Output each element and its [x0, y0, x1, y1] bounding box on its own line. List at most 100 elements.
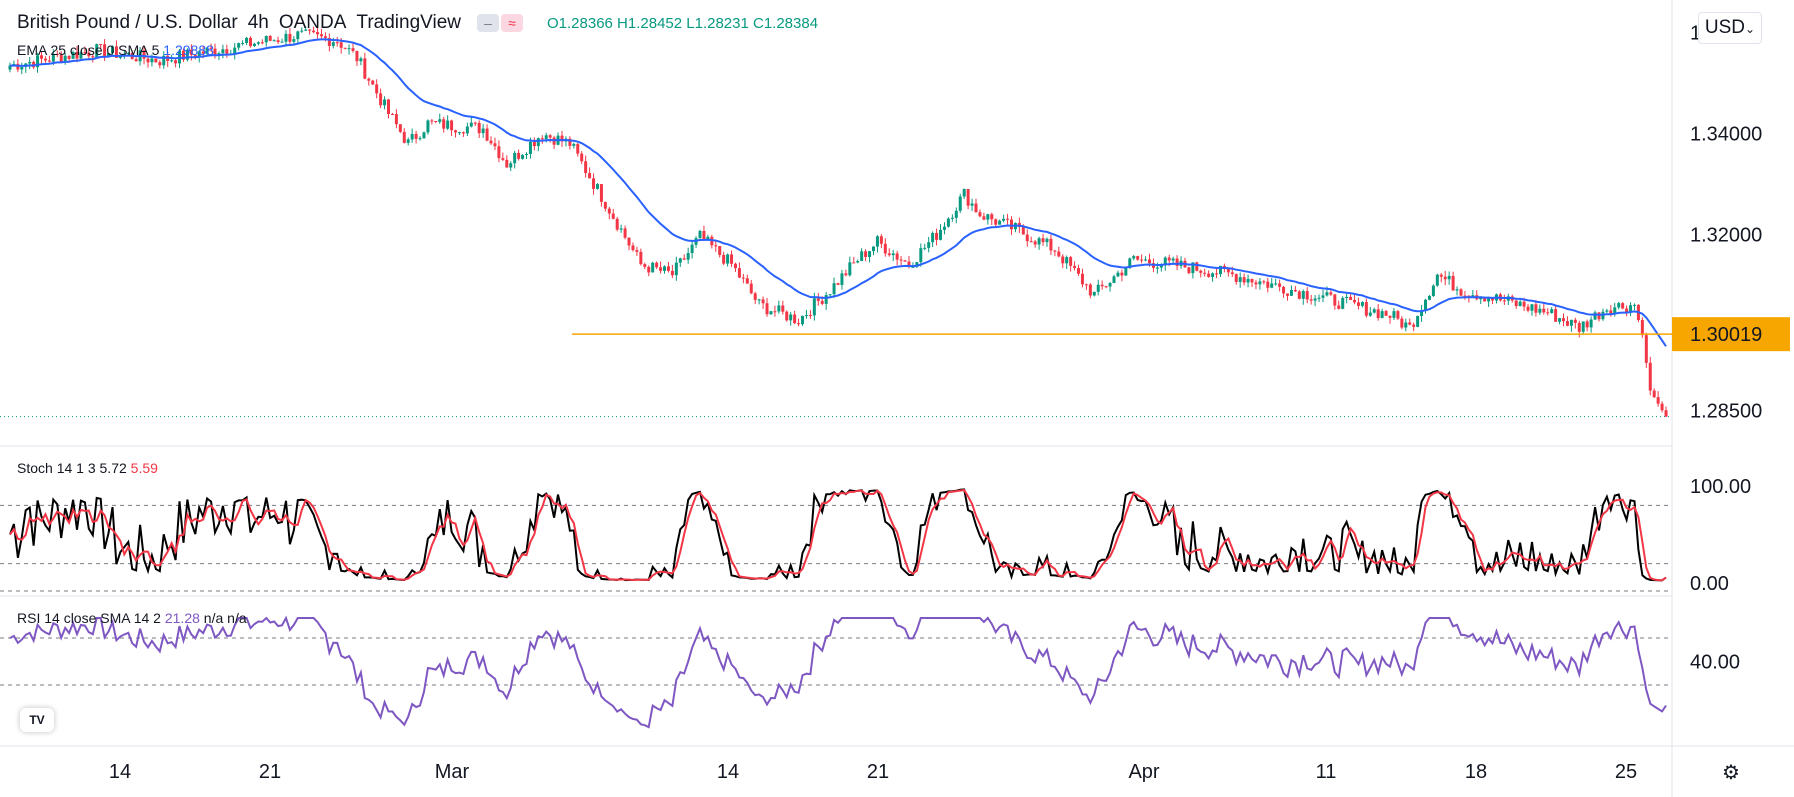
candle-body — [521, 155, 525, 159]
candle-body — [422, 132, 426, 139]
candle-body — [1562, 318, 1566, 322]
candle-body — [252, 43, 256, 47]
candle-body — [1061, 256, 1065, 264]
time-tick-label: Apr — [1128, 761, 1159, 783]
candle-body — [383, 99, 387, 106]
candle-body — [1297, 291, 1301, 299]
candle-body — [442, 119, 446, 129]
candle-body — [205, 47, 209, 54]
candle-body — [1301, 291, 1305, 299]
candle-body — [1345, 296, 1349, 299]
candle-body — [1006, 218, 1010, 220]
stoch-legend[interactable]: Stoch 14 1 3 5.72 5.59 — [17, 460, 158, 476]
candle-body — [891, 253, 895, 256]
candle-body — [122, 54, 126, 56]
candle-body — [737, 268, 741, 278]
candle-body — [1593, 312, 1597, 320]
candle-body — [1033, 241, 1037, 245]
candle-body — [454, 130, 458, 133]
candle-body — [682, 258, 686, 260]
candle-body — [1569, 319, 1573, 326]
candle-body — [998, 220, 1002, 225]
time-tick-label: 11 — [1316, 761, 1337, 783]
candle-body — [402, 131, 406, 143]
candle-body — [627, 237, 631, 246]
candle-body — [1538, 308, 1542, 313]
candle-body — [824, 295, 828, 304]
candle-body — [1502, 300, 1506, 302]
candle-body — [1463, 295, 1467, 297]
candle-body — [63, 55, 67, 63]
minus-icon[interactable]: – — [476, 14, 499, 32]
candle-body — [1565, 321, 1569, 326]
currency-button[interactable]: USD⌄ — [1698, 12, 1762, 44]
candle-body — [146, 58, 150, 63]
candle-body — [1069, 257, 1073, 266]
candle-body — [852, 262, 856, 264]
broker-label: OANDA — [278, 12, 347, 33]
candle-body — [335, 42, 339, 44]
candle-body — [1211, 273, 1215, 277]
candle-body — [394, 114, 398, 125]
candle-body — [1009, 219, 1013, 230]
rsi-legend[interactable]: RSI 14 close SMA 14 2 21.28 n/a n/a — [17, 610, 247, 626]
interval-label[interactable]: 4h — [247, 12, 269, 33]
ema-legend[interactable]: EMA 25 close 0 SMA 5 1.29888 — [17, 42, 214, 58]
candle-body — [1163, 257, 1167, 265]
candle-body — [280, 41, 284, 43]
candle-body — [1660, 403, 1664, 411]
time-tick-label: 14 — [109, 761, 131, 783]
candle-body — [272, 40, 276, 42]
candle-body — [1585, 321, 1589, 328]
candle-body — [1589, 319, 1593, 328]
wave-icon[interactable]: ≈ — [500, 14, 523, 32]
symbol-name[interactable]: British Pound / U.S. Dollar — [17, 12, 238, 33]
candle-body — [1057, 251, 1061, 257]
candle-body — [615, 218, 619, 230]
candle-body — [1230, 272, 1234, 275]
stoch-label: Stoch 14 1 3 — [17, 460, 96, 476]
candle-body — [375, 84, 379, 94]
rsi-line — [9, 615, 1667, 729]
candle-body — [899, 259, 903, 261]
candle-body — [1242, 277, 1246, 283]
candle-body — [347, 48, 351, 50]
candle-body — [1356, 302, 1360, 306]
candle-body — [907, 261, 911, 267]
candle-body — [1632, 304, 1636, 306]
candle-body — [1262, 281, 1266, 283]
candle-body — [28, 61, 32, 64]
gear-icon[interactable]: ⚙ — [1722, 762, 1740, 784]
candle-body — [820, 300, 824, 304]
candle-body — [355, 51, 359, 62]
tv-logo-icon[interactable]: TV — [20, 708, 54, 732]
candle-body — [1234, 274, 1238, 282]
candle-body — [1305, 291, 1309, 300]
candle-body — [923, 247, 927, 249]
candle-body — [966, 189, 970, 206]
candle-body — [8, 65, 12, 70]
candle-body — [1392, 311, 1396, 318]
candle-body — [536, 138, 540, 147]
candle-body — [1309, 299, 1313, 301]
candle-body — [1286, 293, 1289, 296]
candle-body — [844, 273, 848, 276]
candle-body — [485, 128, 489, 141]
candle-body — [1100, 284, 1104, 287]
candle-body — [607, 208, 611, 214]
candle-body — [935, 232, 939, 240]
candle-body — [580, 153, 584, 162]
candle-body — [193, 54, 197, 58]
candle-body — [970, 203, 974, 206]
candle-body — [1542, 308, 1546, 313]
candle-body — [1617, 303, 1621, 308]
candle-body — [666, 266, 670, 271]
support-price-tag — [1672, 317, 1790, 352]
candle-body — [469, 122, 473, 127]
candle-body — [434, 120, 438, 122]
candle-body — [174, 60, 178, 64]
candle-body — [256, 42, 260, 44]
candle-body — [781, 305, 785, 312]
candle-body — [1065, 257, 1069, 264]
